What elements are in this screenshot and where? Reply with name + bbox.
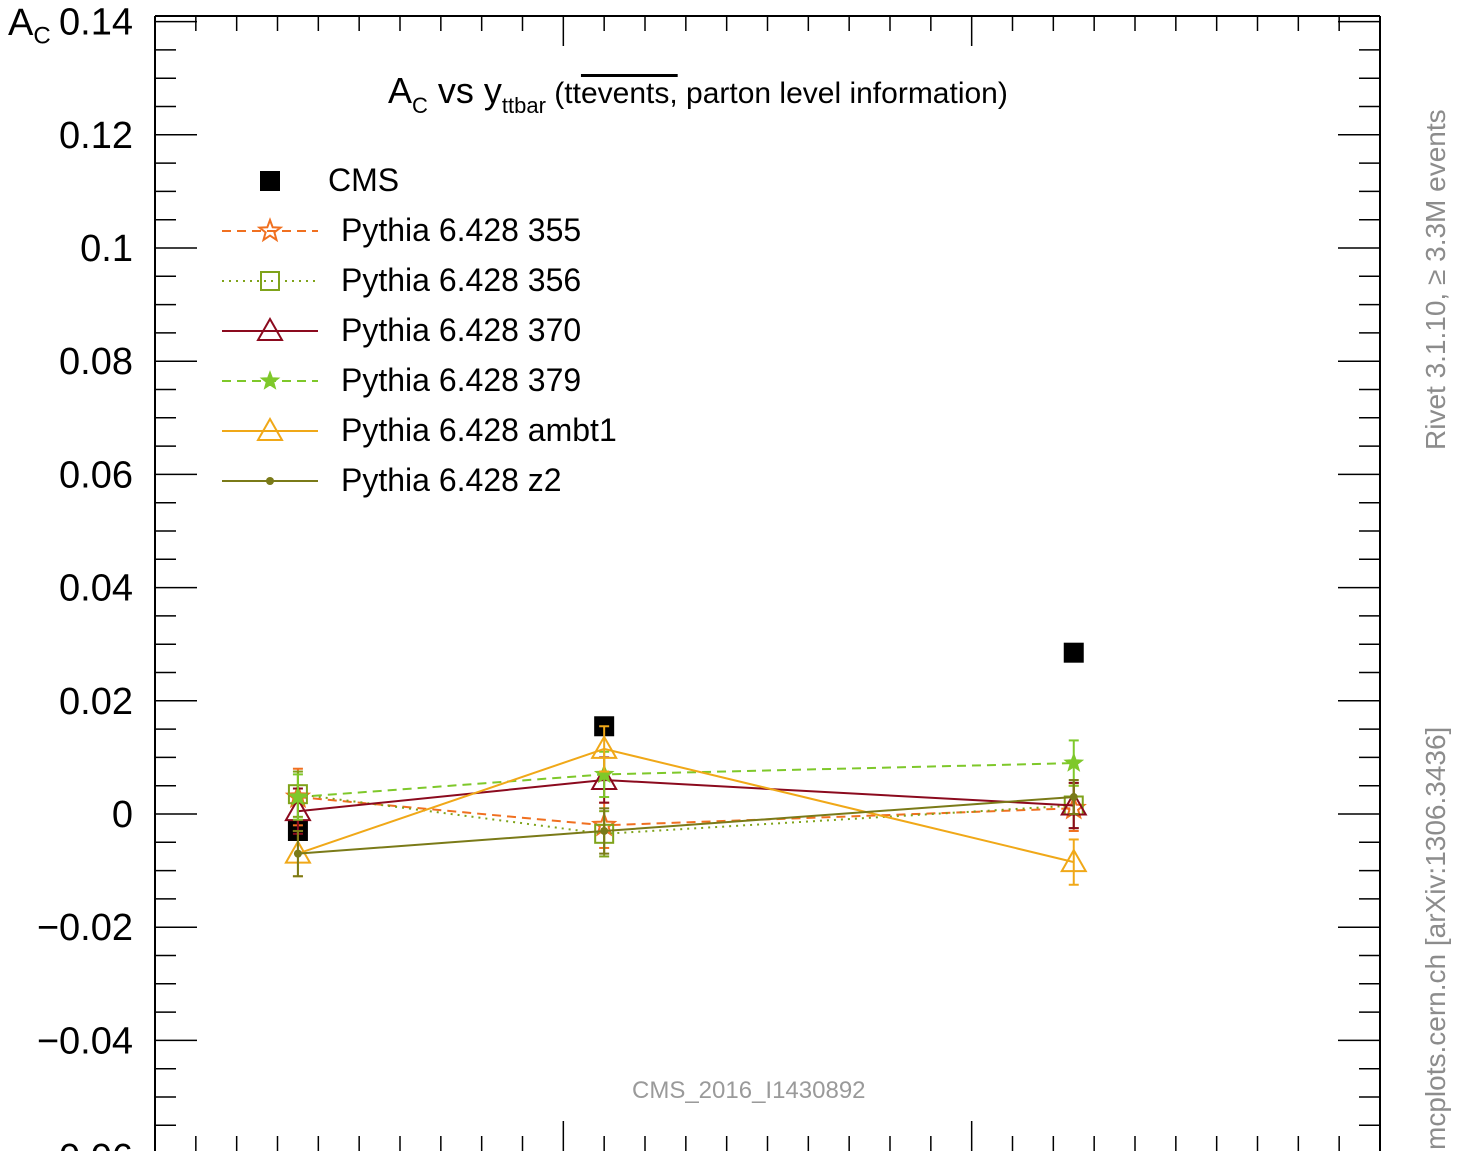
y-axis-label: AC — [8, 2, 51, 51]
y-tick-label: −0.04 — [37, 1020, 133, 1062]
data-point — [1063, 642, 1084, 663]
data-point — [1060, 848, 1088, 873]
title-part-y-sub: ttbar — [501, 93, 546, 118]
title-part-overlined: events, — [580, 77, 678, 110]
data-point — [1063, 752, 1085, 772]
data-point — [600, 826, 609, 835]
legend-marker — [256, 316, 284, 341]
y-tick-label: 0.02 — [59, 681, 133, 723]
legend-label: CMS — [328, 162, 400, 198]
rivet-info-text: Rivet 3.1.10, ≥ 3.3M events — [1420, 109, 1451, 450]
title-part-rest: parton level information) — [677, 77, 1008, 110]
legend-marker — [260, 271, 280, 291]
series-line-6 — [297, 796, 1074, 855]
legend-label: Pythia 6.428 z2 — [341, 462, 562, 498]
y-tick-label: 0.06 — [59, 454, 133, 496]
legend-label: Pythia 6.428 ambt1 — [341, 412, 617, 448]
y-tick-label: 0.1 — [80, 228, 133, 270]
title-part-a-sub: C — [412, 93, 428, 118]
title-part-a: A — [388, 70, 413, 111]
y-axis-label-sub: C — [33, 22, 51, 50]
data-point — [1069, 793, 1078, 802]
series-line-1 — [297, 796, 1074, 827]
legend-label: Pythia 6.428 370 — [341, 312, 582, 348]
legend-label: Pythia 6.428 355 — [341, 212, 582, 248]
y-tick-label: −0.02 — [37, 907, 133, 949]
data-point — [593, 763, 615, 784]
y-tick-label: 0.12 — [59, 115, 133, 157]
y-tick-label: 0.08 — [59, 341, 133, 383]
mcplots-source-text: mcplots.cern.ch [arXiv:1306.3436] — [1420, 726, 1451, 1150]
y-tick-label-bottom: −0.06 — [37, 1137, 133, 1151]
legend-marker — [256, 416, 284, 441]
legend-marker — [256, 217, 284, 243]
legend-marker — [259, 370, 281, 390]
legend-label: Pythia 6.428 356 — [341, 262, 582, 298]
title-part-vs: vs y — [427, 70, 502, 111]
analysis-id-watermark: CMS_2016_I1430892 — [632, 1077, 866, 1104]
legend-marker — [260, 171, 280, 191]
y-tick-label: 0.04 — [59, 568, 133, 610]
legend-marker — [266, 477, 274, 485]
y-axis-label-main: A — [8, 2, 34, 44]
y-tick-label: 0 — [112, 794, 133, 836]
data-point — [293, 849, 302, 858]
chart-title: AC vs yttbar (ttevents, parton level inf… — [388, 70, 1008, 119]
y-tick-label: 0.14 — [59, 2, 133, 44]
legend-label: Pythia 6.428 379 — [341, 362, 582, 398]
data-point — [287, 786, 309, 806]
title-part-paren: (tt — [545, 77, 581, 110]
data-point — [590, 734, 618, 759]
series-line-3 — [297, 778, 1074, 813]
